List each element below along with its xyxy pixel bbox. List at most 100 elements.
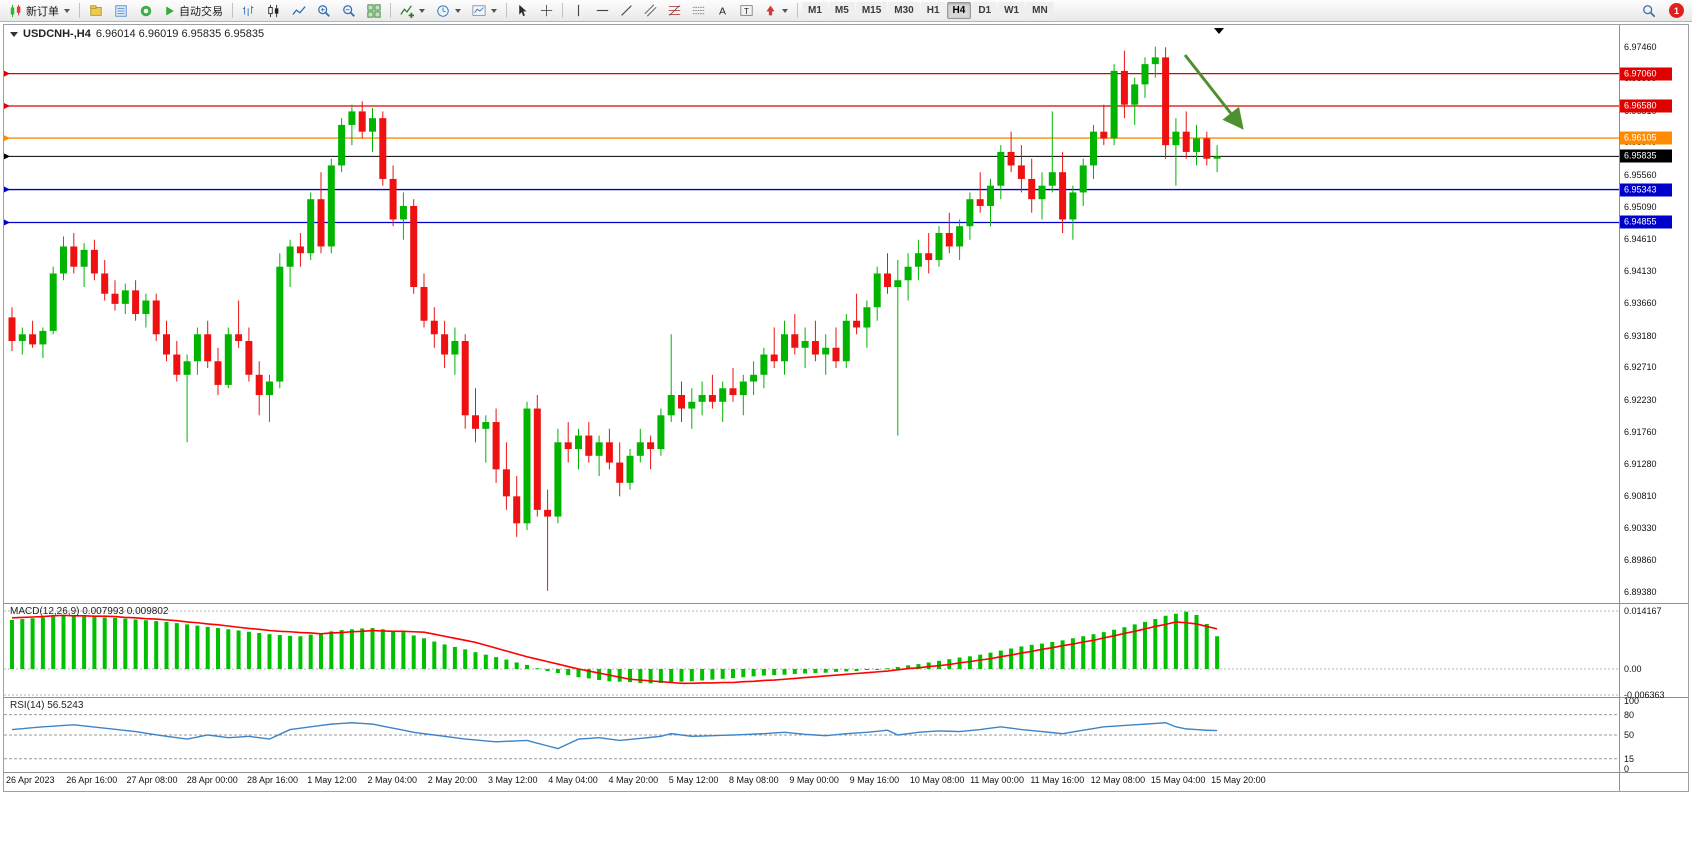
level-left-marker [4,103,10,110]
y-axis-label: 6.92710 [1624,362,1657,373]
cursor-icon [516,4,529,17]
vertical-line-tool-button[interactable] [567,1,590,20]
line-chart-mode-button[interactable] [287,1,311,20]
macd-axis-label: -0.006363 [1624,690,1665,701]
text-label-tool-button[interactable]: T [735,1,758,20]
text-tool-button[interactable]: A [711,1,734,20]
rsi-axis-label: 50 [1624,730,1635,740]
y-axis-label: 6.89860 [1624,554,1657,565]
current-price-badge: 6.95835 [1620,149,1672,163]
y-axis-label: 6.94130 [1624,266,1657,277]
chart-shift-marker[interactable] [1214,28,1224,34]
y-axis-label: 6.93180 [1624,330,1657,341]
channel-icon [644,4,657,17]
grid-icon [692,4,705,17]
toolbar-separator [390,3,391,18]
data-window-button[interactable] [109,1,133,20]
pane-separator[interactable] [4,603,1688,604]
zoom-in-button[interactable] [312,1,336,20]
rsi-axis-label: 80 [1624,709,1635,720]
template-icon [472,4,486,18]
macd-axis-label: 0.00 [1624,664,1642,674]
trend-arrow-annotation[interactable] [1183,54,1244,130]
toolbar-right-zone: 1 [1637,1,1688,20]
time-axis-label: 11 May 00:00 [970,775,1024,785]
channel-tool-button[interactable] [639,1,662,20]
line-chart-icon [292,4,306,18]
navigator-button[interactable] [134,1,158,20]
timeframe-m1-button[interactable]: M1 [802,2,828,19]
time-axis-label: 15 May 04:00 [1150,775,1206,785]
y-axis-label: 6.96510 [1624,105,1657,116]
zoom-out-button[interactable] [337,1,361,20]
rsi-axis-label: 15 [1624,753,1635,764]
macd-signal-line [11,614,1218,685]
price-level-badge: 6.94855 [1620,215,1672,229]
toolbar-separator [562,3,563,18]
notification-badge[interactable]: 1 [1669,3,1684,18]
macd-axis-label: 0.014167 [1624,606,1662,616]
timeframe-m5-button[interactable]: M5 [828,2,855,19]
time-axis-label: 27 Apr 08:00 [126,775,178,785]
candlestick-mode-button[interactable] [262,1,286,20]
toolbar: 新订单 自动交易 [0,0,1692,22]
auto-trading-button[interactable]: 自动交易 [159,1,228,20]
timeframe-mn-button[interactable]: MN [1026,2,1054,19]
price-chart-pane[interactable] [4,25,1619,603]
time-axis-label: 9 May 00:00 [789,775,839,785]
crosshair-icon [540,4,553,17]
price-level-badge: 6.95343 [1620,183,1672,197]
y-axis-label: 6.95090 [1624,201,1657,212]
candles-layer [8,46,1221,591]
pane-separator[interactable] [4,697,1688,698]
templates-button[interactable] [467,1,502,20]
profiles-button[interactable] [84,1,108,20]
time-axis-label: 26 Apr 2023 [6,775,55,785]
time-axis-label: 15 May 20:00 [1211,775,1266,785]
macd-histogram [10,611,1220,684]
timeframe-h1-button[interactable]: H1 [920,2,946,19]
macd-pane[interactable] [4,603,1619,697]
fibonacci-tool-button[interactable] [663,1,686,20]
y-axis-label: 6.94610 [1624,234,1657,245]
grid-tool-button[interactable] [687,1,710,20]
timeframe-d1-button[interactable]: D1 [972,2,998,19]
chart-window: USDCNH-,H4 6.96014 6.96019 6.95835 6.958… [3,24,1689,792]
clock-icon [436,4,450,18]
level-left-marker [4,70,10,77]
time-axis-label: 10 May 08:00 [909,775,965,785]
indicators-icon [400,4,414,18]
y-axis-label: 6.97460 [1624,41,1657,52]
time-axis-label: 3 May 12:00 [488,775,538,785]
time-axis-label: 11 May 16:00 [1030,775,1085,785]
candlestick-icon [267,4,281,18]
new-order-button[interactable]: 新订单 [4,1,75,20]
level-lines-layer[interactable] [4,70,1619,226]
time-axis-label: 2 May 20:00 [427,775,478,785]
collapse-chart-icon[interactable] [10,31,18,37]
indicators-button[interactable] [395,1,430,20]
arrows-tool-button[interactable] [759,1,793,20]
rsi-indicator-label: RSI(14) 56.5243 [10,700,84,711]
horizontal-line-tool-button[interactable] [591,1,614,20]
rsi-pane[interactable] [4,697,1619,772]
vertical-line-icon [572,4,585,17]
timeframe-m30-button[interactable]: M30 [888,2,920,19]
tile-windows-button[interactable] [362,1,386,20]
timeframe-h4-button[interactable]: H4 [946,2,972,19]
level-left-marker [4,186,10,193]
search-button[interactable] [1637,1,1661,20]
timeframe-m15-button[interactable]: M15 [855,2,888,19]
toolbar-separator [506,3,507,18]
zoom-in-icon [317,4,331,18]
timeframe-w1-button[interactable]: W1 [998,2,1026,19]
bar-chart-mode-button[interactable] [237,1,261,20]
crosshair-tool-button[interactable] [535,1,558,20]
svg-text:A: A [719,6,727,17]
time-axis-label: 4 May 04:00 [548,775,598,785]
periods-button[interactable] [431,1,466,20]
toolbar-separator [79,3,80,18]
cursor-tool-button[interactable] [511,1,534,20]
trendline-tool-button[interactable] [615,1,638,20]
level-left-marker [4,153,10,160]
